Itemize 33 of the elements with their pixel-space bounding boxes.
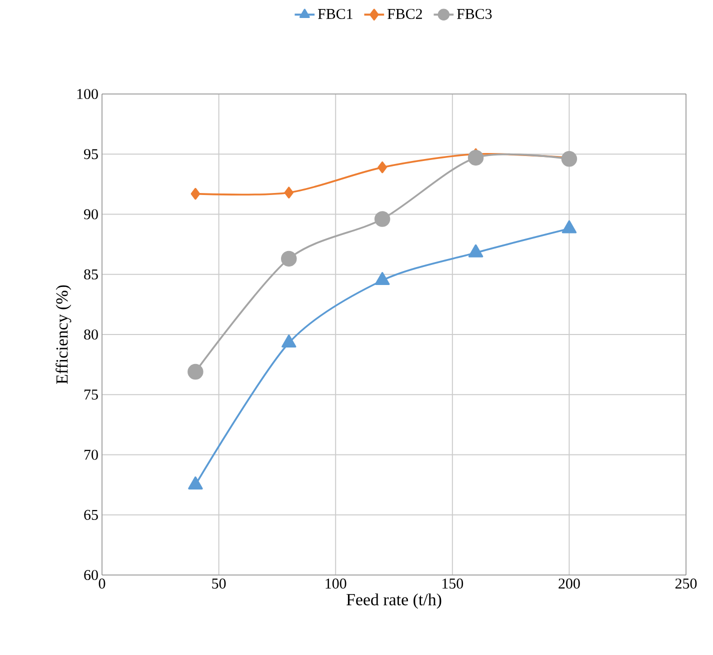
point — [374, 272, 390, 286]
point — [284, 186, 294, 198]
y-tick-label: 85 — [84, 269, 98, 280]
x-tick-label: 150 — [442, 578, 464, 589]
point — [188, 476, 203, 490]
point — [374, 211, 390, 227]
y-tick-label: 65 — [84, 510, 98, 520]
point — [190, 188, 200, 200]
point — [468, 244, 484, 258]
point — [561, 151, 578, 167]
y-tick-label: 95 — [84, 149, 98, 160]
legend-label: FBC3 — [457, 8, 492, 19]
x-tick-label: 250 — [675, 578, 697, 589]
x-tick-label: 50 — [212, 578, 226, 589]
y-tick-label: 60 — [84, 570, 98, 580]
legend-label: FBC1 — [318, 8, 352, 19]
point — [282, 334, 296, 348]
y-tick-label: 100 — [77, 88, 98, 100]
y-tick-label: 80 — [84, 329, 98, 340]
point — [188, 364, 204, 380]
x-axis-title: Feed rate (t/h) — [346, 593, 442, 609]
point — [468, 150, 484, 166]
point — [378, 161, 387, 174]
point — [562, 220, 577, 234]
y-tick-label: 70 — [84, 450, 98, 460]
x-tick-label: 0 — [98, 578, 106, 589]
x-tick-label: 200 — [558, 578, 580, 589]
y-tick-label: 75 — [84, 390, 98, 400]
legend-label: FBC2 — [388, 8, 422, 19]
point — [281, 250, 297, 267]
y-tick-label: 90 — [84, 209, 98, 220]
y-axis-title: Efficiency (%) — [56, 285, 72, 384]
x-tick-label: 100 — [326, 578, 346, 589]
